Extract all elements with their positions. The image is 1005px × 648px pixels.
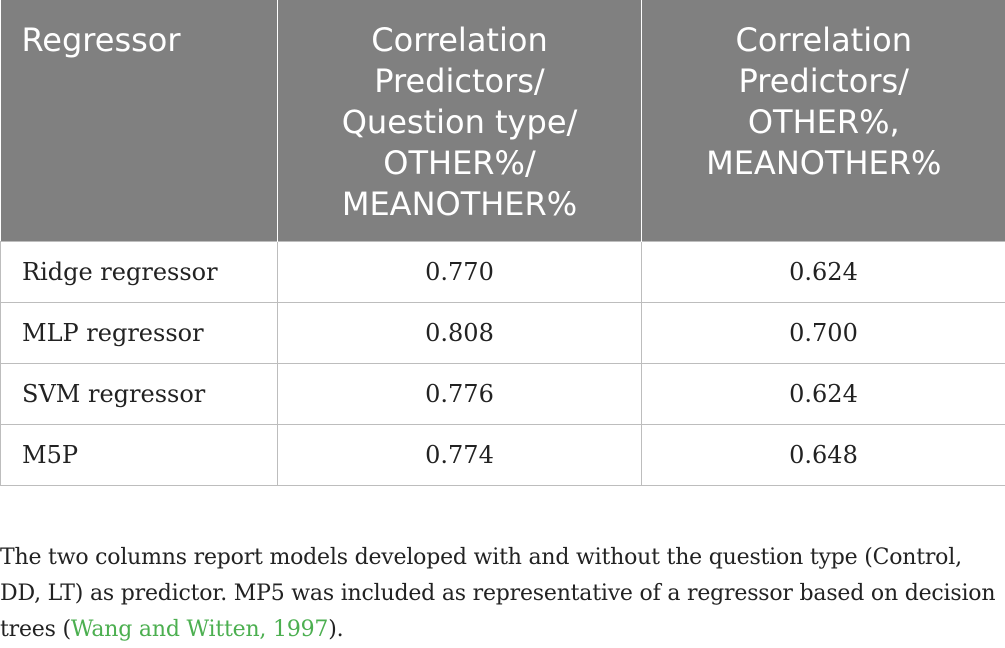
cell-without-qtype: 0.624 (642, 364, 1005, 425)
header-row: Regressor Correlation Predictors/ Questi… (1, 0, 1005, 242)
cell-with-qtype: 0.774 (278, 425, 642, 486)
header-line: OTHER%, (748, 103, 900, 141)
cell-without-qtype: 0.624 (642, 242, 1005, 303)
cell-regressor: M5P (1, 425, 278, 486)
cell-with-qtype: 0.808 (278, 303, 642, 364)
citation-link[interactable]: Wang and Witten, 1997 (71, 617, 328, 642)
header-line: Predictors/ (739, 62, 909, 100)
cell-with-qtype: 0.770 (278, 242, 642, 303)
table-footnote: The two columns report models developed … (0, 540, 1005, 648)
results-table-container: Regressor Correlation Predictors/ Questi… (0, 0, 1005, 486)
table-row: M5P 0.774 0.648 (1, 425, 1005, 486)
table-row: MLP regressor 0.808 0.700 (1, 303, 1005, 364)
header-with-question-type: Correlation Predictors/ Question type/ O… (278, 0, 642, 242)
header-without-question-type: Correlation Predictors/ OTHER%, MEANOTHE… (642, 0, 1005, 242)
header-line: MEANOTHER% (706, 144, 941, 182)
results-table: Regressor Correlation Predictors/ Questi… (0, 0, 1005, 486)
cell-without-qtype: 0.700 (642, 303, 1005, 364)
header-regressor-line: Regressor (22, 21, 181, 59)
header-line: Correlation (371, 21, 547, 59)
footnote-text-end: ). (328, 617, 343, 642)
table-body: Ridge regressor 0.770 0.624 MLP regresso… (1, 242, 1005, 486)
cell-with-qtype: 0.776 (278, 364, 642, 425)
header-line: Predictors/ (374, 62, 544, 100)
header-line: MEANOTHER% (342, 185, 577, 223)
cell-regressor: Ridge regressor (1, 242, 278, 303)
header-line: OTHER%/ (383, 144, 535, 182)
table-header: Regressor Correlation Predictors/ Questi… (1, 0, 1005, 242)
table-row: Ridge regressor 0.770 0.624 (1, 242, 1005, 303)
cell-regressor: SVM regressor (1, 364, 278, 425)
header-line: Question type/ (342, 103, 578, 141)
cell-without-qtype: 0.648 (642, 425, 1005, 486)
header-regressor: Regressor (1, 0, 278, 242)
table-row: SVM regressor 0.776 0.624 (1, 364, 1005, 425)
header-line: Correlation (736, 21, 912, 59)
cell-regressor: MLP regressor (1, 303, 278, 364)
